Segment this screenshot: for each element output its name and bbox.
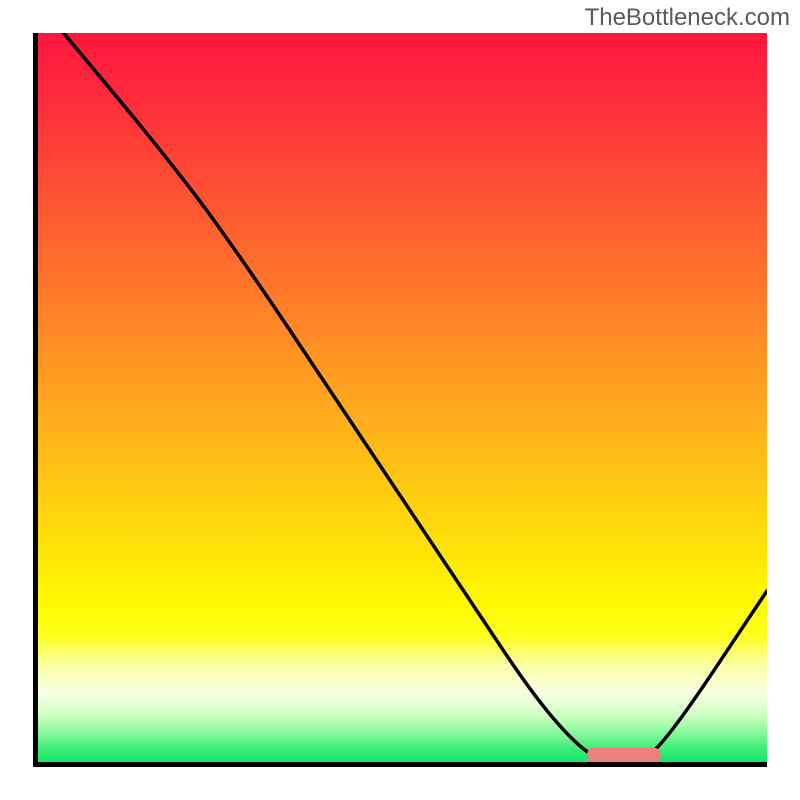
watermark: TheBottleneck.com — [585, 4, 790, 32]
optimum-range-marker — [587, 748, 660, 763]
bottleneck-chart — [0, 0, 800, 800]
chart-root: TheBottleneck.com — [0, 0, 800, 800]
plot-background — [33, 33, 767, 767]
